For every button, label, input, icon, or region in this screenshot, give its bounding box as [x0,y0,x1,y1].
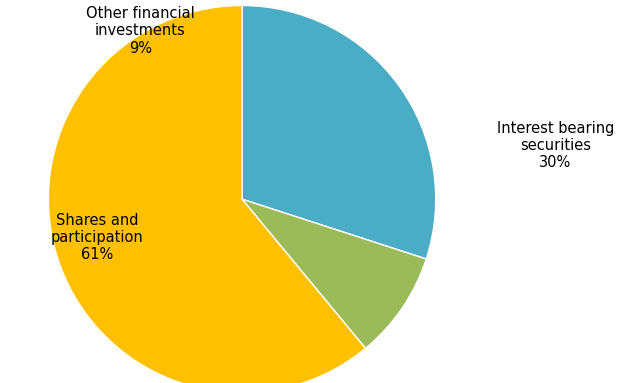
Text: Shares and
participation
61%: Shares and participation 61% [51,213,144,262]
Wedge shape [242,5,436,259]
Text: Interest bearing
securities
30%: Interest bearing securities 30% [497,121,614,170]
Wedge shape [242,199,426,349]
Text: Other financial
investments
9%: Other financial investments 9% [86,6,194,56]
Wedge shape [48,5,366,383]
